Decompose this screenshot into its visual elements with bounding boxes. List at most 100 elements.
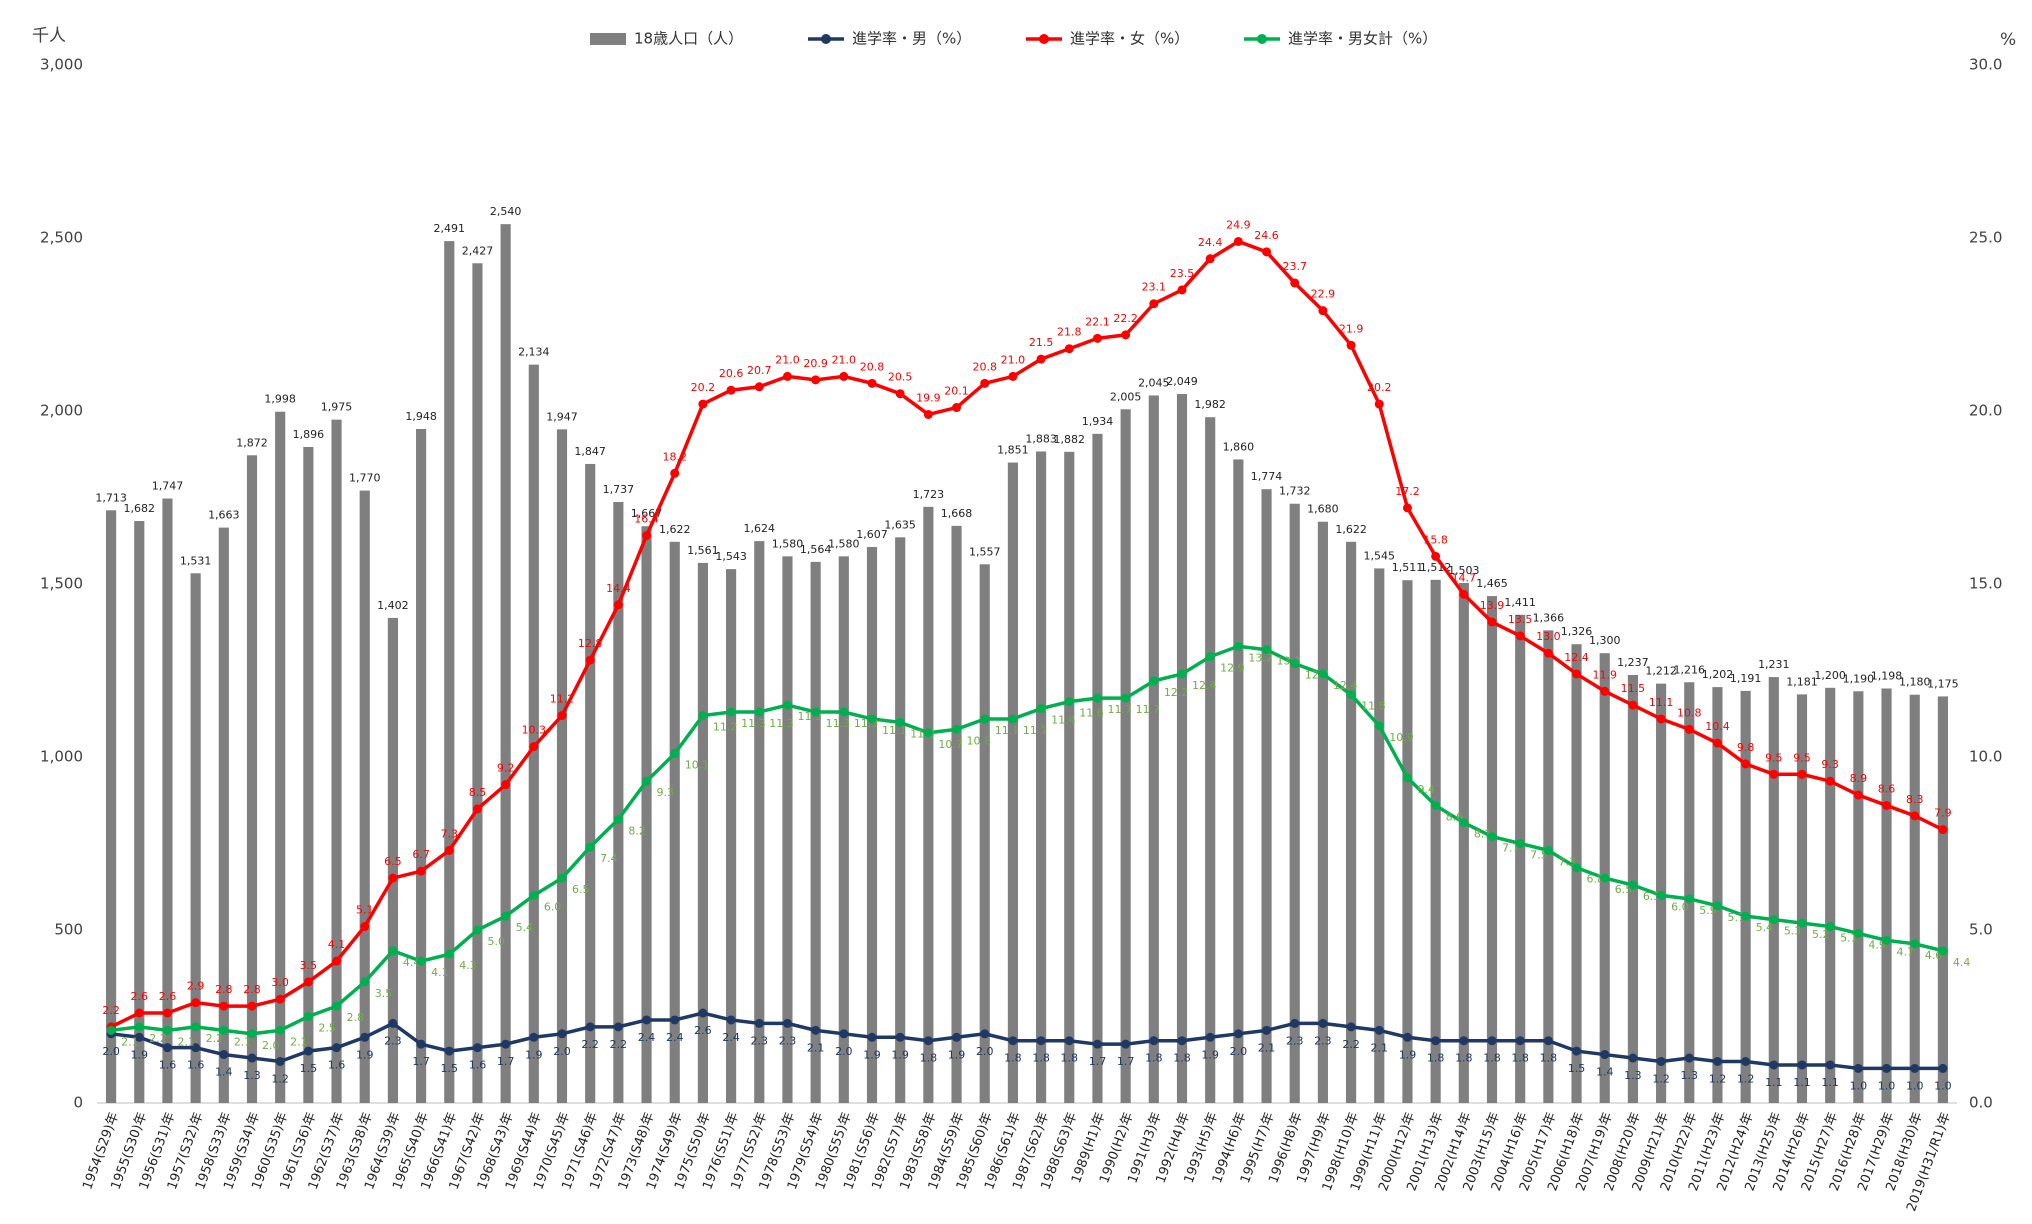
point-value-label: 2.6 <box>694 1024 712 1037</box>
point <box>1262 247 1272 257</box>
point-value-label: 22.9 <box>1311 288 1336 301</box>
point <box>952 1032 962 1042</box>
line <box>110 644 1944 1036</box>
point <box>134 1032 144 1042</box>
point <box>360 922 370 932</box>
bar-value-label: 1,237 <box>1617 656 1649 669</box>
point-value-label: 3.5 <box>375 987 393 1000</box>
point-value-label: 9.5 <box>1765 751 1783 764</box>
point <box>472 925 482 935</box>
y2-tick-label: 15.0 <box>1969 575 2002 593</box>
point <box>1233 236 1243 246</box>
legend-label: 進学率・女（%） <box>1070 30 1189 48</box>
point-value-label: 1.5 <box>441 1062 459 1075</box>
legend: 18歳人口（人） 進学率・男（%） 進学率・女（%） 進学率・男女計（%） <box>590 30 1437 48</box>
point-value-label: 8.3 <box>1906 793 1924 806</box>
point <box>332 1001 342 1011</box>
bar-value-label: 1,564 <box>800 543 832 556</box>
point-value-label: 2.6 <box>131 990 149 1003</box>
point-value-label: 6.5 <box>1615 883 1633 896</box>
bar-value-label: 1,580 <box>772 537 804 550</box>
bar-value-label: 1,896 <box>293 428 325 441</box>
bar-value-label: 1,465 <box>1476 577 1508 590</box>
point-value-label: 4.4 <box>403 956 421 969</box>
point <box>1318 1018 1328 1028</box>
point <box>501 780 511 790</box>
point-value-label: 11.1 <box>1649 696 1674 709</box>
point-value-label: 2.6 <box>159 990 177 1003</box>
bar <box>1571 644 1582 1103</box>
point <box>895 1032 905 1042</box>
bar-value-label: 1,561 <box>687 544 719 557</box>
bar-value-label: 1,200 <box>1814 669 1846 682</box>
point-value-label: 5.3 <box>1784 925 1802 938</box>
bar <box>1684 682 1695 1103</box>
point <box>895 717 905 727</box>
point <box>1769 769 1779 779</box>
point-value-label: 13.2 <box>1248 651 1273 664</box>
point-value-label: 11.7 <box>1136 703 1161 716</box>
point <box>1205 652 1215 662</box>
bar-value-label: 1,231 <box>1758 658 1790 671</box>
y-tick-label: 2,500 <box>40 229 83 247</box>
bar <box>923 506 934 1103</box>
line <box>110 239 1944 1029</box>
point <box>1205 254 1215 264</box>
point <box>501 1039 511 1049</box>
point-value-label: 2.8 <box>215 983 233 996</box>
point <box>444 845 454 855</box>
bar <box>1430 579 1441 1103</box>
point <box>1064 1036 1074 1046</box>
point-value-label: 12.4 <box>1564 651 1589 664</box>
point-value-label: 24.4 <box>1198 236 1223 249</box>
point <box>1572 863 1582 873</box>
bar <box>1120 409 1131 1103</box>
point-value-label: 13.0 <box>1536 630 1561 643</box>
point <box>698 710 708 720</box>
point-value-label: 4.6 <box>1925 949 1943 962</box>
point <box>670 468 680 478</box>
bar <box>331 419 342 1103</box>
point-value-label: 11.1 <box>882 724 907 737</box>
point-value-label: 4.1 <box>431 966 449 979</box>
point-value-label: 13.9 <box>1480 599 1505 612</box>
point-value-label: 2.2 <box>581 1038 599 1051</box>
bar <box>472 263 483 1103</box>
bar-value-label: 1,202 <box>1702 668 1734 681</box>
legend-swatch <box>590 33 626 45</box>
bar <box>190 573 201 1103</box>
point-value-label: 14.4 <box>606 582 631 595</box>
point <box>1825 776 1835 786</box>
point-value-label: 12.9 <box>1220 662 1245 675</box>
point <box>162 1008 172 1018</box>
point-value-label: 12.2 <box>1164 686 1189 699</box>
point-value-label: 5.4 <box>516 921 534 934</box>
point-value-label: 2.2 <box>149 1032 167 1045</box>
point <box>360 977 370 987</box>
point-value-label: 1.9 <box>356 1048 374 1061</box>
bar-value-label: 2,005 <box>1110 390 1142 403</box>
point <box>782 1018 792 1028</box>
point <box>726 385 736 395</box>
bar-value-label: 1,198 <box>1871 669 1903 682</box>
bar <box>1148 395 1159 1103</box>
point <box>360 1032 370 1042</box>
point-value-label: 2.3 <box>779 1034 797 1047</box>
point <box>1769 1060 1779 1070</box>
point-value-label: 21.0 <box>775 353 800 366</box>
point <box>1656 890 1666 900</box>
point-value-label: 1.8 <box>920 1052 938 1065</box>
bar <box>218 527 229 1103</box>
point <box>923 409 933 419</box>
point <box>1459 1036 1469 1046</box>
bar <box>1712 687 1723 1103</box>
bar <box>1289 503 1300 1103</box>
point <box>1882 800 1892 810</box>
point-value-label: 1.8 <box>1004 1052 1022 1065</box>
point <box>1374 399 1384 409</box>
point-value-label: 2.2 <box>102 1004 120 1017</box>
bar-value-label: 1,998 <box>264 393 296 406</box>
bar <box>1007 462 1018 1104</box>
bar-value-label: 1,181 <box>1786 675 1818 688</box>
point-value-label: 21.9 <box>1339 322 1364 335</box>
